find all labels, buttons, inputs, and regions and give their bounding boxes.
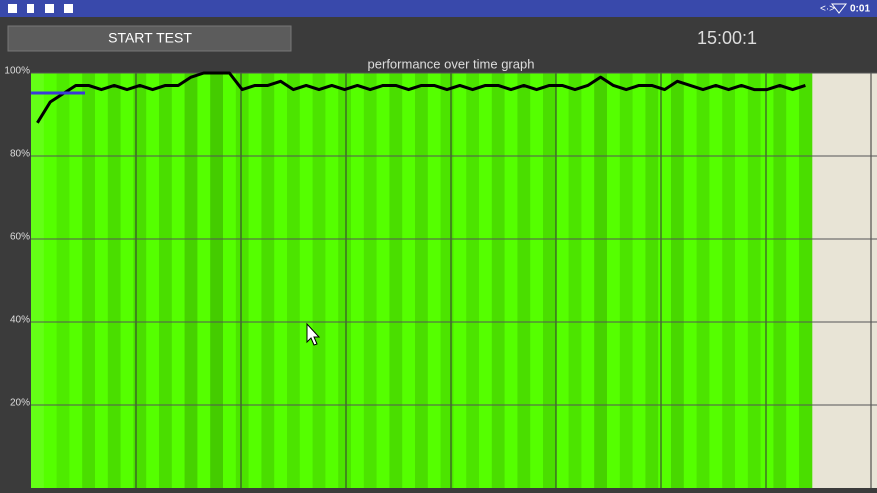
performance-stripe	[210, 73, 224, 488]
status-bar	[0, 0, 877, 17]
performance-stripe	[223, 73, 237, 488]
performance-stripe	[773, 73, 787, 488]
performance-stripe	[120, 73, 134, 488]
performance-stripe	[632, 73, 646, 488]
performance-stripe	[709, 73, 723, 488]
performance-stripe	[363, 73, 378, 488]
performance-stripe	[351, 73, 365, 488]
start-button-label[interactable]: START TEST	[108, 30, 192, 46]
performance-stripe	[325, 73, 339, 488]
performance-stripe	[402, 73, 416, 488]
performance-stripe	[146, 73, 160, 488]
performance-stripe	[799, 73, 813, 488]
performance-stripe	[82, 73, 96, 488]
performance-stripe	[491, 73, 506, 488]
status-icon	[45, 4, 54, 13]
performance-stripe	[235, 73, 250, 488]
status-time: 0:01	[850, 4, 870, 15]
performance-stripe	[43, 73, 58, 488]
performance-stripe	[466, 73, 480, 488]
performance-stripe	[389, 73, 403, 488]
chart-title: performance over time graph	[368, 56, 535, 71]
performance-stripe	[722, 73, 736, 488]
performance-stripe	[440, 73, 454, 488]
performance-stripe	[543, 73, 557, 488]
performance-stripe	[427, 73, 442, 488]
performance-stripe	[133, 73, 147, 488]
performance-stripe	[171, 73, 186, 488]
performance-stripe	[479, 73, 493, 488]
performance-stripe	[747, 73, 762, 488]
performance-stripe	[683, 73, 698, 488]
performance-stripe	[619, 73, 634, 488]
performance-stripe	[31, 73, 45, 488]
performance-stripe	[56, 73, 70, 488]
performance-stripe	[504, 73, 518, 488]
performance-stripe	[287, 73, 301, 488]
performance-stripe	[786, 73, 800, 488]
performance-line	[36, 71, 806, 124]
performance-stripe	[760, 73, 774, 488]
performance-stripe	[658, 73, 672, 488]
performance-stripe	[159, 73, 173, 488]
performance-stripe	[530, 73, 544, 488]
status-icon	[27, 4, 34, 13]
performance-stripe	[261, 73, 275, 488]
status-icon: <·>	[820, 4, 835, 15]
performance-stripe	[671, 73, 685, 488]
performance-stripe	[581, 73, 595, 488]
performance-stripe	[555, 73, 570, 488]
performance-stripe	[69, 73, 83, 488]
performance-stripe	[248, 73, 262, 488]
performance-stripe	[299, 73, 314, 488]
performance-stripe	[184, 73, 198, 488]
status-icon	[8, 4, 17, 13]
performance-stripe	[274, 73, 288, 488]
performance-stripe	[376, 73, 390, 488]
y-tick-label: 20%	[10, 398, 30, 409]
performance-stripe	[197, 73, 211, 488]
plot	[31, 71, 877, 488]
performance-stripe	[312, 73, 326, 488]
performance-stripe	[107, 73, 122, 488]
y-tick-label: 100%	[4, 66, 30, 77]
y-tick-label: 80%	[10, 149, 30, 160]
performance-stripe	[645, 73, 659, 488]
y-tick-label: 40%	[10, 315, 30, 326]
performance-stripe	[338, 73, 352, 488]
wifi-icon	[830, 3, 848, 14]
timer: 15:00:1	[697, 28, 757, 48]
start-button[interactable]	[7, 25, 292, 52]
performance-stripe	[735, 73, 749, 488]
performance-stripe	[594, 73, 608, 488]
performance-stripe	[696, 73, 710, 488]
performance-stripe	[568, 73, 582, 488]
performance-stripe	[95, 73, 109, 488]
mouse-cursor	[306, 322, 321, 346]
performance-stripe	[453, 73, 467, 488]
performance-stripe	[607, 73, 621, 488]
performance-stripe	[517, 73, 531, 488]
performance-stripe	[415, 73, 429, 488]
status-icon	[64, 4, 73, 13]
y-tick-label: 60%	[10, 232, 30, 243]
